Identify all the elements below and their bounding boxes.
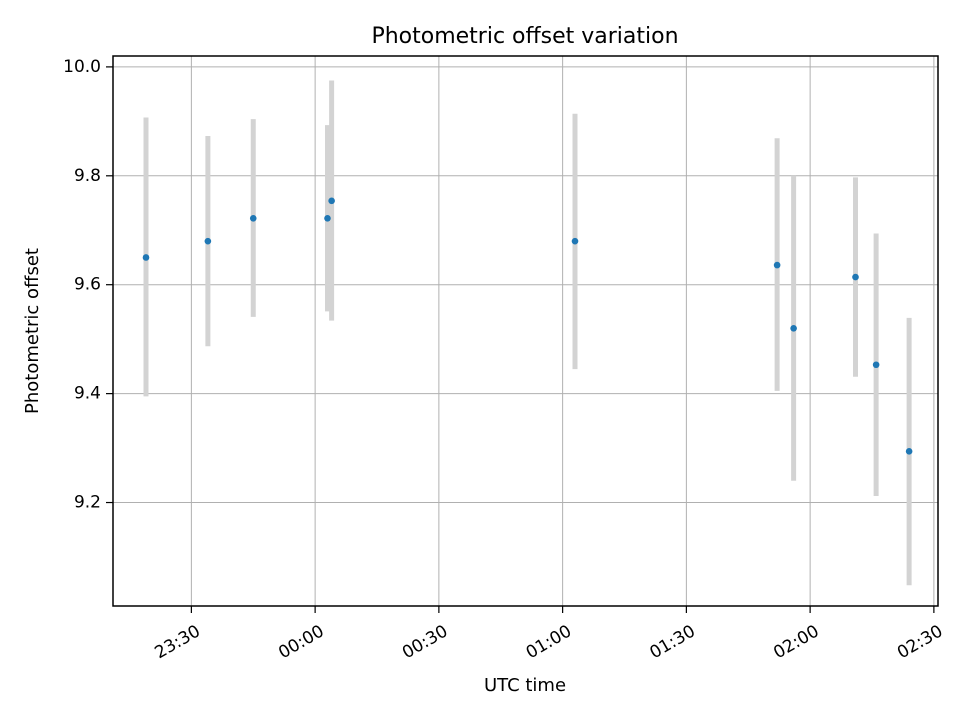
y-tick-label: 9.6 <box>74 275 101 295</box>
grid <box>113 56 938 606</box>
plot-area-frame <box>112 55 939 607</box>
chart-title: Photometric offset variation <box>371 24 678 49</box>
data-point <box>872 361 880 369</box>
data-point <box>852 273 859 281</box>
x-axis-label: UTC time <box>484 675 566 696</box>
data-point <box>571 237 579 245</box>
y-axis-label: Photometric offset <box>22 248 43 414</box>
y-tick-label: 9.8 <box>74 166 101 186</box>
data-point <box>324 214 331 222</box>
data-points <box>142 197 913 455</box>
data-point <box>328 197 335 205</box>
data-point <box>249 214 257 222</box>
data-point <box>905 448 913 455</box>
data-point <box>773 261 781 269</box>
y-tick-label: 9.2 <box>74 493 101 513</box>
y-tick-label: 9.4 <box>74 384 101 404</box>
data-point <box>142 254 150 261</box>
y-tick-label: 10.0 <box>63 57 101 77</box>
data-point <box>790 324 797 332</box>
data-point <box>204 237 212 245</box>
